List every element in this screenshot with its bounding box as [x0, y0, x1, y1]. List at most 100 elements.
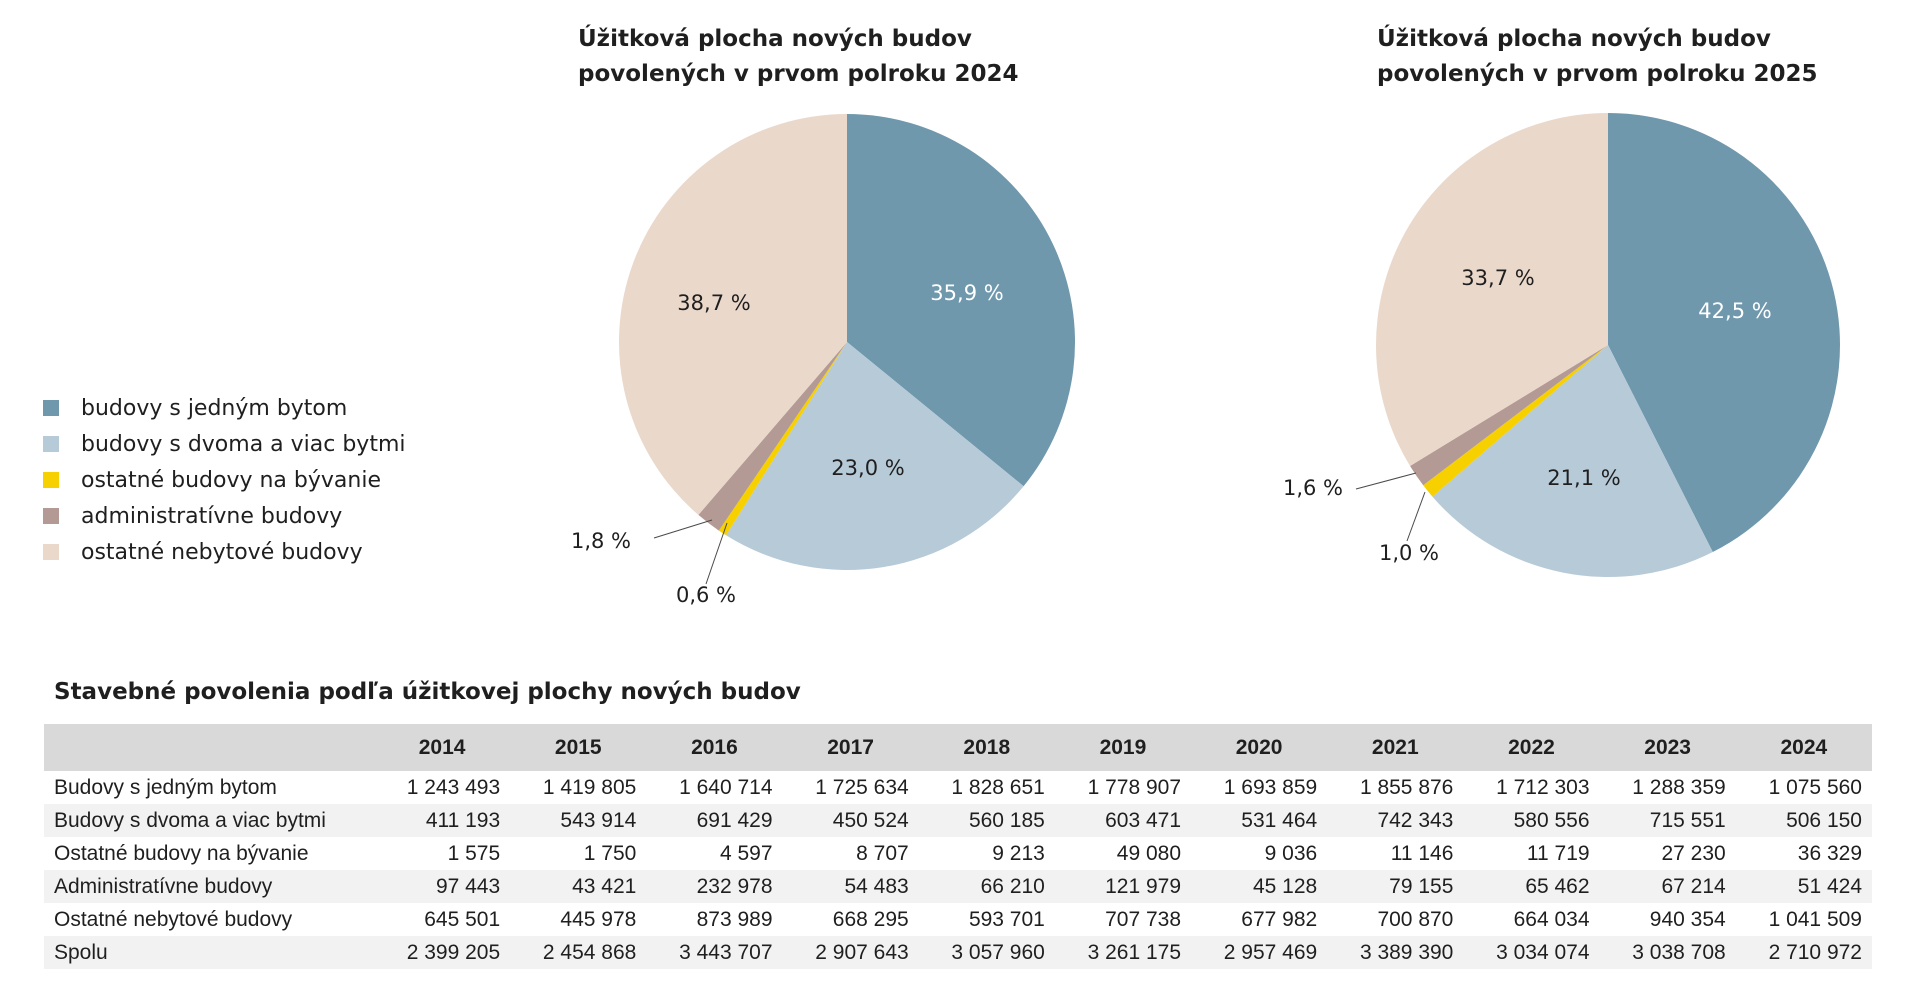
table-cell: 668 295	[832, 907, 909, 931]
table-cell: 49 080	[1116, 841, 1182, 865]
table-cell: 1 750	[583, 841, 637, 865]
legend-swatch	[43, 508, 59, 524]
table-cell: 1 855 876	[1359, 775, 1454, 799]
table-cell: 2 957 469	[1191, 936, 1328, 969]
table-cell: 79 155	[1327, 870, 1464, 903]
table-cell: 560 185	[918, 804, 1055, 837]
pie-2025-slice-office	[1410, 345, 1608, 486]
table-header-year: 2015	[510, 724, 647, 771]
table-row: Budovy s dvoma a viac bytmi 411 193 543 91…	[44, 804, 1872, 837]
table-cell: 3 034 074	[1463, 936, 1600, 969]
legend-item-other-non-residential: ostatné nebytové budovy	[43, 534, 406, 570]
table-cell: 27 230	[1661, 841, 1726, 865]
table-cell: 1 575	[447, 841, 501, 865]
legend-swatch	[43, 400, 59, 416]
table-cell: 700 870	[1377, 907, 1454, 931]
table-header-year: 2024	[1735, 724, 1872, 771]
table-cell: 593 701	[968, 907, 1045, 931]
pie-2024-leader-other-residential	[705, 522, 728, 585]
table-cell: 3 057 960	[918, 936, 1055, 969]
table-cell: 4 597	[719, 841, 773, 865]
table-cell: 691 429	[646, 804, 783, 837]
table-row-label: Budovy s dvoma a viac bytmi	[44, 804, 374, 837]
table-header-year: 2014	[374, 724, 511, 771]
table-cell: 97 443	[374, 870, 511, 903]
pie-2025-slice-single-dwelling	[1608, 113, 1840, 552]
table-cell: 232 978	[646, 870, 783, 903]
table-cell: 411 193	[374, 804, 511, 837]
table-cell: 3 443 707	[646, 936, 783, 969]
table-cell: 54 483	[782, 870, 919, 903]
table-title: Stavebné povolenia podľa úžitkovej ploch…	[54, 679, 801, 705]
table-cell: 1 693 859	[1223, 775, 1318, 799]
pie-2024-label-single-dwelling: 35,9 %	[930, 281, 1003, 305]
legend-label: administratívne budovy	[81, 503, 343, 529]
table-cell: 707 738	[1105, 907, 1182, 931]
legend-item-single-dwelling: budovy s jedným bytom	[43, 390, 406, 426]
pie-2025-slice-other-non-residential	[1376, 112, 1608, 467]
table-cell: 1 828 651	[951, 775, 1045, 799]
table-cell: 3 038 708	[1599, 936, 1736, 969]
table-row: Spolu 2 399 205 2 454 868 3 443 707 2 907 64…	[44, 936, 1872, 969]
legend-swatch	[43, 544, 59, 560]
pie-2024-slice-other-residential	[718, 342, 847, 536]
table-header-year: 2021	[1327, 724, 1464, 771]
pie-charts: 35,9 % 23,0 % 0,6 % 1,8 % 38,7 % 42,5 % 21,1 %…	[571, 112, 1840, 607]
table-cell: 543 914	[510, 804, 647, 837]
pie-2024-leader-office	[653, 519, 713, 539]
legend-label: budovy s jedným bytom	[81, 395, 348, 421]
table-cell: 8 707	[856, 841, 909, 865]
table-cell: 445 978	[560, 907, 637, 931]
table-cell: 1 712 303	[1496, 775, 1590, 799]
legend-label: ostatné nebytové budovy	[81, 539, 363, 565]
table-header-year: 2016	[646, 724, 783, 771]
table-row-label: Budovy s jedným bytom	[54, 775, 277, 799]
table-cell: 2 710 972	[1735, 936, 1872, 969]
permits-table: 2014 2015 2016 2017 2018 2019 2020 2021 2022 2023…	[44, 724, 1872, 969]
table-cell: 873 989	[696, 907, 773, 931]
table-cell: 1 778 907	[1087, 775, 1182, 799]
pie-2024-slice-other-non-residential	[619, 114, 847, 515]
table-cell: 1 041 509	[1768, 907, 1862, 931]
table-cell: 603 471	[1054, 804, 1192, 837]
table-cell: 742 343	[1327, 804, 1464, 837]
table-cell: 11 146	[1390, 841, 1454, 865]
table-cell: 715 551	[1599, 804, 1736, 837]
table-cell: 67 214	[1599, 870, 1736, 903]
table-cell: 1 640 714	[679, 775, 773, 799]
table-row: Ostatné nebytové budovy 645 501 445 978 873…	[44, 903, 1872, 936]
table-cell: 51 424	[1735, 870, 1872, 903]
table-cell: 677 982	[1241, 907, 1318, 931]
pie-2025-label-multi-dwelling: 21,1 %	[1547, 466, 1620, 490]
legend-item-office: administratívne budovy	[43, 498, 406, 534]
table-cell: 1 243 493	[406, 775, 501, 799]
pie-2025-label-other-non-residential: 33,7 %	[1461, 266, 1534, 290]
chart-title-2024-line1: Úžitková plocha nových budov	[578, 26, 972, 52]
table-row: Administratívne budovy 97 443 43 421 232 97…	[44, 870, 1872, 903]
table-row: Budovy s jedným bytom 1 243 493 1 419 805 1…	[44, 771, 1872, 804]
pie-2024-slice-multi-dwelling	[726, 342, 1024, 570]
table-cell: 580 556	[1463, 804, 1600, 837]
table-cell: 3 261 175	[1054, 936, 1192, 969]
table-cell: 940 354	[1649, 907, 1726, 931]
table-row-label: Ostatné nebytové budovy	[54, 907, 293, 931]
table-cell: 9 036	[1264, 841, 1318, 865]
pie-2024-slice-single-dwelling	[847, 114, 1075, 487]
table-cell: 664 034	[1513, 907, 1590, 931]
table-cell: 9 213	[992, 841, 1045, 865]
chart-title-2024-line2: povolených v prvom polroku 2024	[578, 61, 1019, 87]
table-header-year: 2020	[1191, 724, 1328, 771]
chart-title-2024: Úžitková plocha nových budov povolených …	[578, 22, 1018, 92]
table-header-row: 2014 2015 2016 2017 2018 2019 2020 2021 2022 2023…	[44, 724, 1872, 771]
table-header-corner	[44, 724, 374, 771]
pie-2025-leader-other-residential	[1406, 491, 1426, 542]
table-cell: 506 150	[1735, 804, 1872, 837]
table-cell: 531 464	[1191, 804, 1328, 837]
pie-2024-label-multi-dwelling: 23,0 %	[831, 456, 904, 480]
pie-2025-label-single-dwelling: 42,5 %	[1698, 299, 1771, 323]
legend-item-other-residential: ostatné budovy na bývanie	[43, 462, 406, 498]
legend-swatch	[43, 436, 59, 452]
table-cell: 2 454 868	[510, 936, 647, 969]
table-row-label: Spolu	[44, 936, 374, 969]
table-cell: 3 389 390	[1327, 936, 1464, 969]
